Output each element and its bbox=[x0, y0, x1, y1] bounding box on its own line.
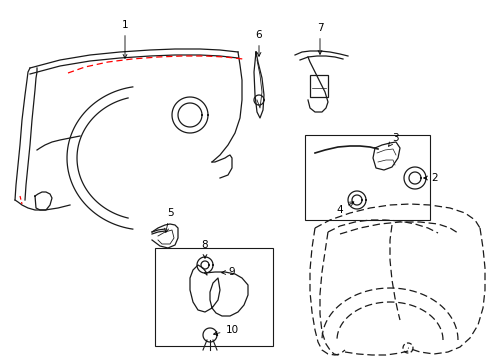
Text: 6: 6 bbox=[255, 30, 262, 56]
Text: 8: 8 bbox=[201, 240, 208, 258]
Text: 2: 2 bbox=[423, 173, 437, 183]
Bar bbox=[309, 75, 327, 97]
Text: 1: 1 bbox=[122, 20, 128, 58]
Text: 5: 5 bbox=[164, 208, 173, 232]
Text: 7: 7 bbox=[316, 23, 323, 54]
Text: 9: 9 bbox=[221, 267, 235, 277]
Bar bbox=[305, 135, 429, 220]
Text: 10: 10 bbox=[213, 325, 238, 335]
Bar bbox=[155, 248, 272, 346]
Text: 4: 4 bbox=[336, 202, 353, 215]
Text: 3: 3 bbox=[388, 133, 398, 146]
